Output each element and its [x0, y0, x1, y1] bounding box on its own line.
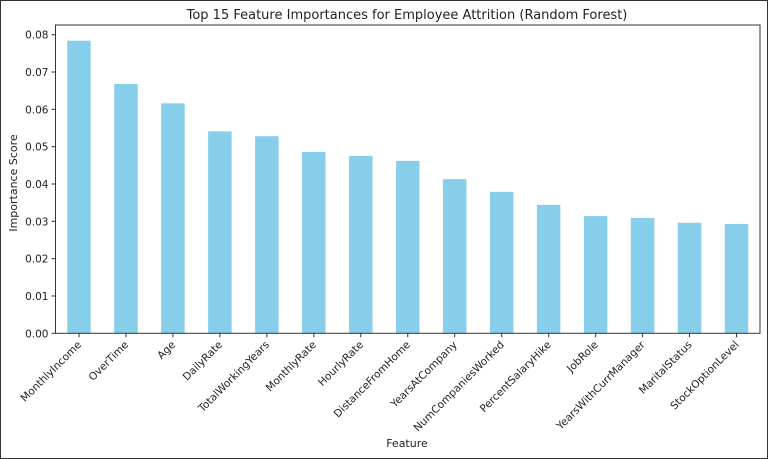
x-tick-label: MonthlyRate: [264, 339, 319, 394]
bar-HourlyRate: [349, 156, 373, 334]
bar-DailyRate: [208, 131, 232, 334]
bar-PercentSalaryHike: [536, 204, 561, 334]
x-tick-label: HourlyRate: [316, 339, 366, 389]
plot-area-border: [55, 24, 761, 334]
bar-YearsWithCurrManager: [630, 217, 655, 334]
bar-DistanceFromHome: [396, 160, 420, 334]
bar-OverTime: [114, 83, 138, 334]
y-tick-label: 0.07: [25, 67, 48, 79]
y-tick-label: 0.02: [25, 254, 48, 266]
y-tick-label: 0.03: [25, 216, 48, 228]
bar-MonthlyRate: [302, 151, 326, 334]
x-tick-label: JobRole: [564, 339, 601, 376]
bar-StockOptionLevel: [724, 223, 749, 334]
x-tick-label: YearsWithCurrManager: [554, 338, 649, 433]
y-tick-label: 0.06: [25, 104, 49, 116]
y-tick-label: 0.05: [25, 142, 48, 154]
bar-MaritalStatus: [677, 222, 702, 334]
chart-title: Top 15 Feature Importances for Employee …: [186, 8, 628, 23]
y-tick-label: 0.08: [25, 30, 48, 42]
y-axis-label: Importance Score: [7, 134, 20, 232]
x-tick-label: DistanceFromHome: [332, 339, 413, 420]
bar-TotalWorkingYears: [255, 136, 279, 334]
x-tick-label: NumCompaniesWorked: [412, 339, 507, 434]
bar-YearsAtCompany: [442, 179, 467, 334]
bar-NumCompaniesWorked: [489, 191, 514, 334]
bar-Age: [161, 103, 185, 334]
bar-JobRole: [583, 216, 608, 334]
y-tick-label: 0.00: [25, 328, 48, 340]
x-tick-label: MonthlyIncome: [19, 339, 85, 405]
x-tick-label: DailyRate: [181, 339, 225, 383]
y-tick-label: 0.01: [25, 291, 48, 303]
x-tick-label: Age: [155, 339, 178, 362]
bar-MonthlyIncome: [67, 40, 91, 334]
x-tick-label: OverTime: [87, 339, 132, 384]
y-tick-label: 0.04: [25, 179, 49, 191]
x-axis-label: Feature: [386, 437, 428, 450]
